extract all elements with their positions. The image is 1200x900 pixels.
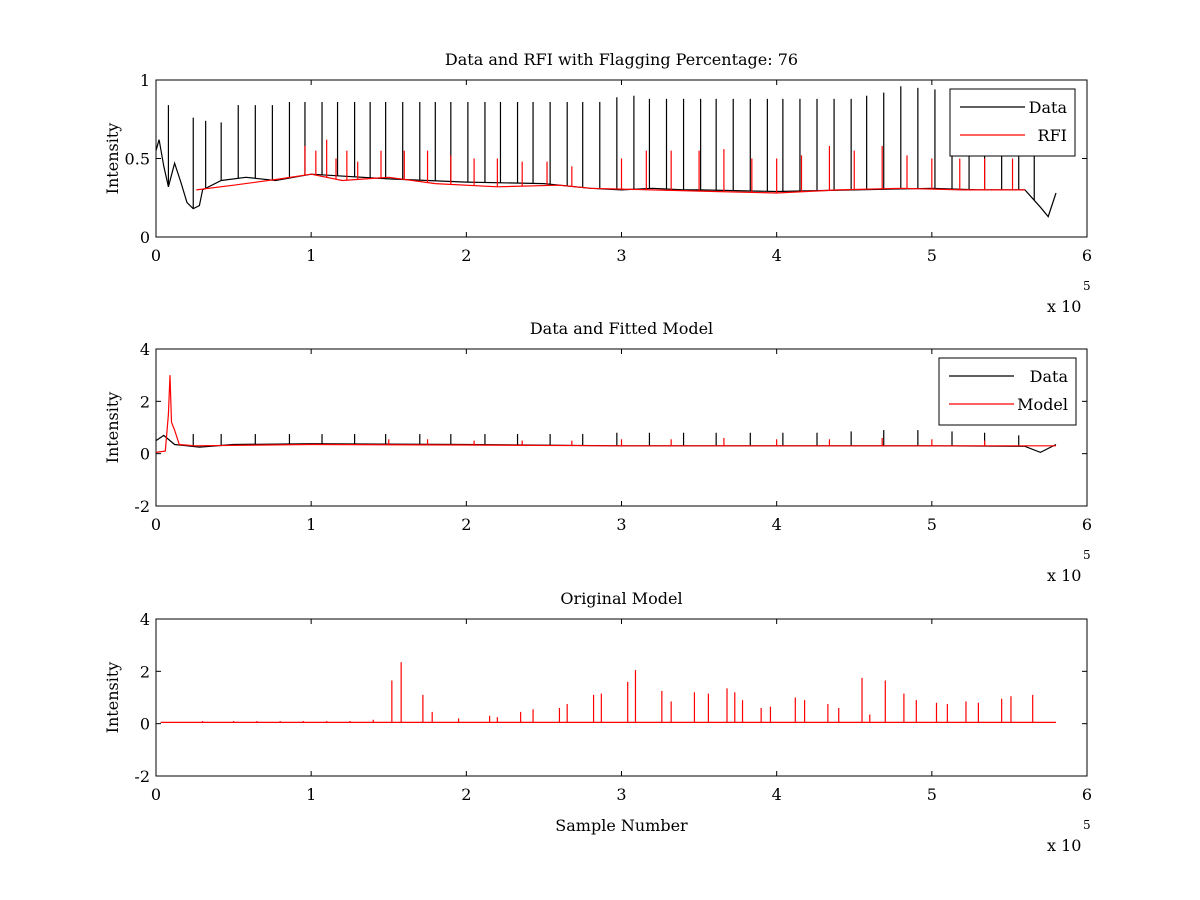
chart-1-legend-label-rfi: RFI	[1038, 126, 1067, 145]
chart-2-series-model-line	[156, 375, 1056, 453]
chart-2-x-tick-label: 4	[772, 515, 782, 534]
chart-1-x-tick-label: 3	[616, 246, 626, 265]
chart-3-y-tick-label: 0	[140, 715, 150, 734]
chart-2-legend	[938, 357, 1077, 426]
chart-2-series-group	[156, 375, 1057, 454]
chart-2-legend-label-data: Data	[1030, 367, 1069, 386]
chart-3-x-tick-label: 3	[616, 785, 626, 804]
chart-1-x-tick-label: 1	[306, 246, 316, 265]
chart-1-x-exponent-base: x 10	[1047, 297, 1081, 316]
chart-2-x-tick-label: 0	[151, 515, 161, 534]
chart-2-x-tick-label: 6	[1082, 515, 1092, 534]
chart-3-y-axis-label: Intensity	[103, 662, 122, 734]
chart-3-x-tick-label: 5	[927, 785, 937, 804]
chart-2-y-axis-label: Intensity	[103, 392, 122, 464]
chart-2-x-exponent-power: 5	[1083, 548, 1091, 562]
chart-1-y-axis-label: Intensity	[103, 123, 122, 195]
chart-2-x-exponent-base: x 10	[1047, 566, 1081, 585]
chart-3-x-exponent-base: x 10	[1047, 836, 1081, 855]
chart-2-x-tick-label: 3	[616, 515, 626, 534]
chart-3-x-tick-label: 0	[151, 785, 161, 804]
chart-2-plot-area	[155, 348, 1088, 507]
chart-3-x-axis-label: Sample Number	[555, 816, 688, 835]
chart-2-title: Data and Fitted Model	[530, 319, 713, 338]
chart-1-x-exponent-power: 5	[1083, 279, 1091, 293]
chart-3-x-tick-label: 4	[772, 785, 782, 804]
chart-3-x-tick-label: 1	[306, 785, 316, 804]
chart-3-title: Original Model	[560, 589, 682, 608]
chart-3-y-tick-label: 4	[140, 610, 150, 629]
chart-2-y-tick-label: 2	[140, 392, 150, 411]
chart-1-x-tick-label: 2	[461, 246, 471, 265]
chart-2-x-tick-label: 5	[927, 515, 937, 534]
chart-1-x-tick-label: 6	[1082, 246, 1092, 265]
chart-1-title: Data and RFI with Flagging Percentage: 7…	[445, 50, 798, 69]
chart-1-y-tick-label: 0.5	[125, 150, 150, 169]
chart-3-x-tick-label: 6	[1082, 785, 1092, 804]
chart-3-y-tick-label: 2	[140, 662, 150, 681]
chart-2-y-tick-label: 0	[140, 445, 150, 464]
chart-3-x-tick-label: 2	[461, 785, 471, 804]
chart-2-legend-label-model: Model	[1017, 395, 1068, 414]
chart-2-y-tick-label: -2	[134, 497, 150, 516]
chart-3-plot-area	[155, 618, 1088, 777]
chart-2-y-tick-label: 4	[140, 340, 150, 359]
chart-1-x-tick-label: 0	[151, 246, 161, 265]
chart-1-legend-label-data: Data	[1029, 98, 1068, 117]
chart-1-y-tick-label: 0	[140, 228, 150, 247]
chart-1-x-tick-label: 5	[927, 246, 937, 265]
chart-1-x-tick-label: 4	[772, 246, 782, 265]
chart-3-series-group	[160, 662, 1056, 724]
chart-1-y-tick-label: 1	[140, 71, 150, 90]
chart-1-series-group	[156, 86, 1057, 218]
chart-2-x-tick-label: 1	[306, 515, 316, 534]
chart-3-y-tick-label: -2	[134, 767, 150, 786]
chart-2-x-tick-label: 2	[461, 515, 471, 534]
chart-1-series-rfi-line	[196, 173, 1025, 194]
chart-1-legend	[949, 88, 1076, 157]
chart-3-x-exponent-power: 5	[1083, 818, 1091, 832]
